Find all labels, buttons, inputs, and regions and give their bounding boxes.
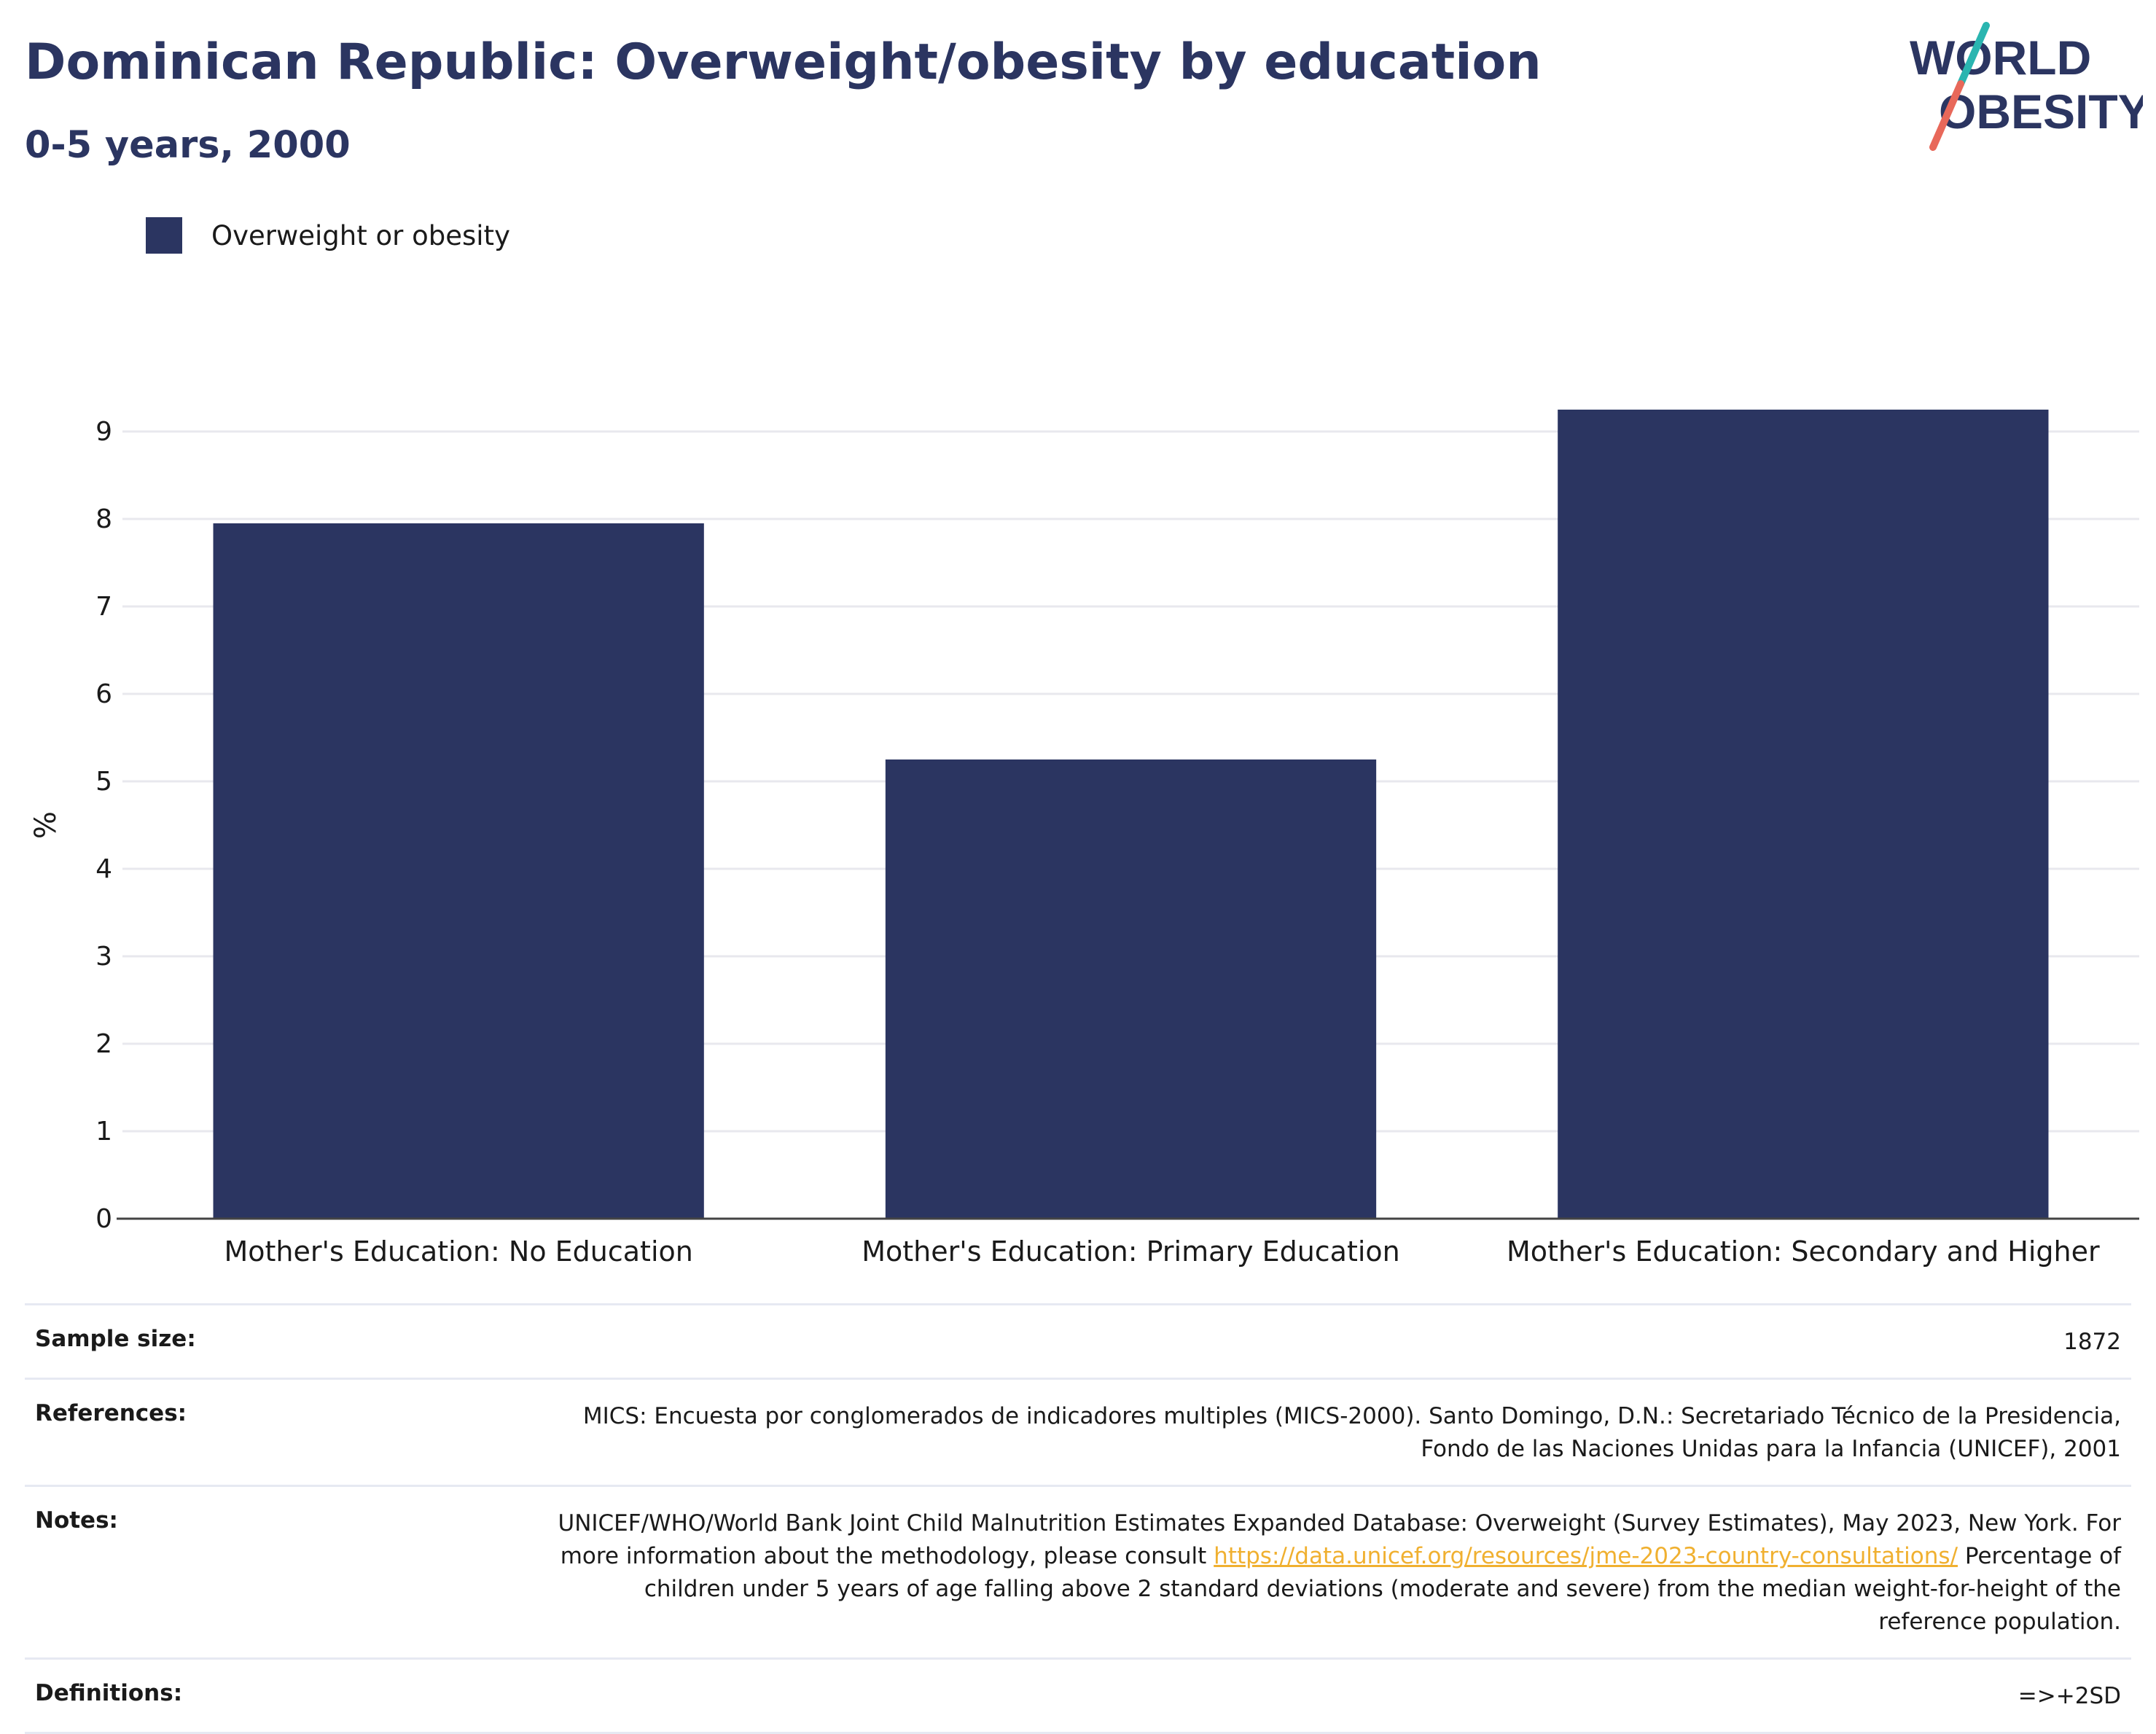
y-tick-label: 5 (95, 767, 112, 797)
bar-chart: 0 1 2 3 4 5 6 7 8 9% Mother's Education: No Educat… (29, 410, 2139, 1268)
sample-size-row: Sample size: 1872 (25, 1303, 2131, 1378)
notes-label: Notes: (35, 1507, 118, 1534)
y-tick-label: 3 (95, 942, 112, 972)
x-tick-label: Mother's Education: Secondary and Higher (1507, 1235, 2100, 1268)
bar (213, 523, 704, 1219)
page-subtitle: 0-5 years, 2000 (25, 124, 351, 167)
legend: Overweight or obesity (146, 217, 510, 254)
y-axis-title: % (29, 811, 63, 839)
logo-slash-top (1957, 22, 1990, 87)
y-tick-label: 1 (95, 1117, 112, 1147)
references-value: MICS: Encuesta por conglomerados de indi… (582, 1402, 2121, 1462)
page-title: Dominican Republic: Overweight/obesity b… (25, 34, 1542, 91)
y-tick-label: 6 (95, 679, 112, 709)
logo-slash-bottom (1929, 80, 1964, 151)
x-tick-label: Mother's Education: No Education (224, 1235, 692, 1268)
references-row: References: MICS: Encuesta por conglomer… (25, 1377, 2131, 1485)
y-tick-label: 7 (95, 592, 112, 622)
y-tick-label: 9 (95, 417, 112, 447)
bar (885, 759, 1377, 1219)
y-tick-label: 2 (95, 1029, 112, 1059)
definitions-row: Definitions: =>+2SD (25, 1657, 2131, 1734)
legend-label: Overweight or obesity (211, 219, 510, 251)
notes-value: UNICEF/WHO/World Bank Joint Child Malnut… (532, 1507, 2122, 1639)
legend-swatch (146, 217, 182, 254)
notes-row: Notes: UNICEF/WHO/World Bank Joint Child… (25, 1484, 2131, 1657)
logo-line2: OBESITY (1939, 85, 2143, 138)
notes-text: UNICEF/WHO/World Bank Joint Child Malnut… (558, 1510, 2122, 1569)
y-tick-label: 8 (95, 504, 112, 534)
sample-size-label: Sample size: (35, 1326, 196, 1352)
definitions-label: Definitions: (35, 1679, 183, 1706)
world-obesity-logo: WORLD OBESITY (1910, 22, 2143, 151)
y-tick-label: 4 (95, 854, 112, 884)
notes-text-after: Percentage of children under 5 years of … (644, 1542, 2121, 1635)
metadata-table: Sample size: 1872 References: MICS: Encu… (25, 1303, 2131, 1734)
bar (1558, 410, 2049, 1219)
y-tick-label: 0 (95, 1204, 112, 1234)
definitions-value: =>+2SD (2018, 1682, 2121, 1709)
references-label: References: (35, 1399, 187, 1426)
notes-link[interactable]: https://data.unicef.org/resources/jme-20… (1214, 1542, 1958, 1569)
logo-line1: WORLD (1910, 31, 2091, 85)
sample-size-value: 1872 (2063, 1329, 2121, 1355)
x-tick-label: Mother's Education: Primary Education (862, 1235, 1400, 1268)
